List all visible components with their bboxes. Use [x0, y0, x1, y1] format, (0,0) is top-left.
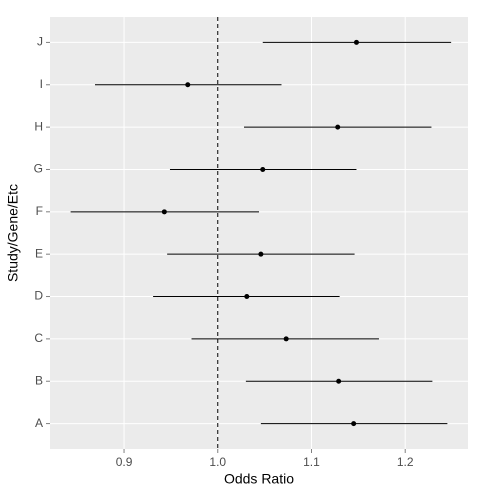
point [353, 39, 359, 45]
y-axis-title: Study/Gene/Etc [5, 184, 21, 282]
plot-panel [50, 17, 468, 449]
point [283, 336, 289, 342]
y-tick-label: F [36, 204, 43, 218]
y-tick-label: D [34, 289, 43, 303]
x-tick-label: 1.1 [303, 455, 320, 469]
y-tick-label: J [37, 35, 43, 49]
y-tick-label: C [34, 331, 43, 345]
x-tick-label: 1.2 [397, 455, 414, 469]
point [244, 294, 250, 300]
point [335, 124, 341, 130]
y-tick-label: I [40, 77, 43, 91]
x-tick-label: 1.0 [209, 455, 226, 469]
x-tick-label: 0.9 [116, 455, 133, 469]
point [185, 82, 191, 88]
y-tick-label: E [35, 246, 43, 260]
y-tick-label: B [35, 373, 43, 387]
point [260, 166, 266, 172]
point [336, 378, 342, 384]
y-tick-label: A [35, 416, 43, 430]
point [351, 421, 357, 427]
point [161, 209, 167, 215]
y-tick-label: H [34, 119, 43, 133]
point [258, 251, 264, 257]
y-tick-label: G [34, 162, 43, 176]
x-axis-title: Odds Ratio [224, 471, 294, 487]
